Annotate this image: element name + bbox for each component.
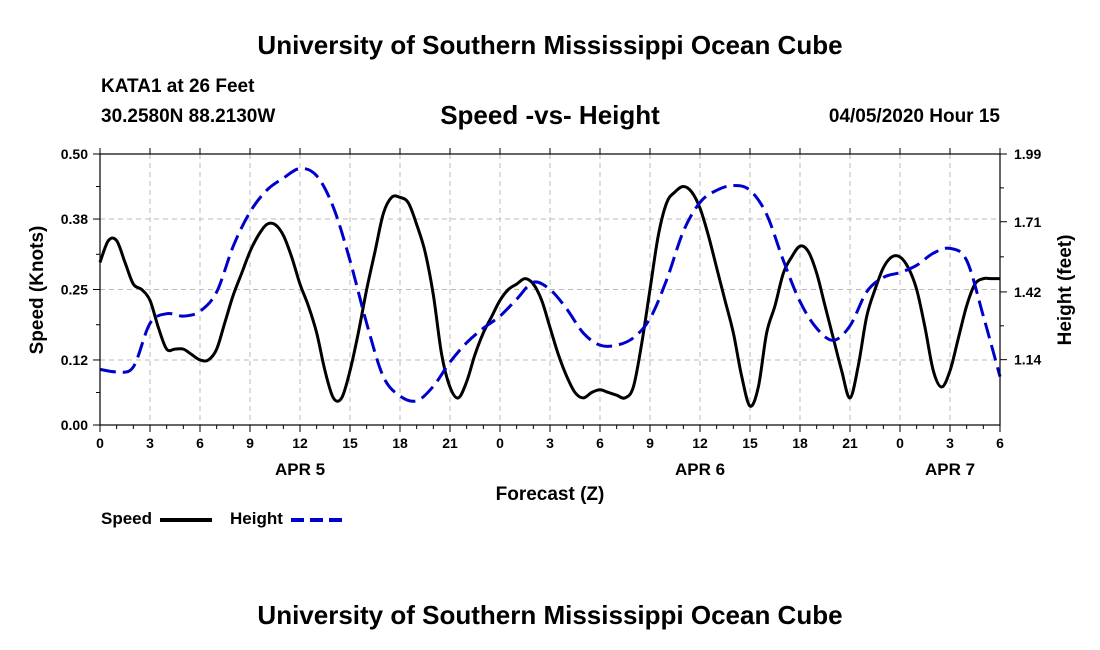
x-tick-label: 0 [496,435,504,451]
height-series-line [99,166,1002,403]
x-tick-label: 0 [896,435,904,451]
series-layer [98,166,1002,408]
x-tick-label: 6 [596,435,604,451]
footer-title: University of Southern Mississippi Ocean… [257,600,843,630]
x-tick-label: 12 [692,435,708,451]
y-tick-label: 0.00 [61,417,88,433]
x-tick-label: 15 [342,435,358,451]
x-tick-label: 18 [792,435,808,451]
y-tick-label: 0.38 [61,211,88,227]
y-axis-label: Speed (Knots) [27,226,48,355]
x-tick-label: 3 [146,435,154,451]
x-tick-label: 21 [442,435,458,451]
station-label: KATA1 at 26 Feet [101,76,255,97]
y2-tick-label: 1.71 [1014,214,1041,230]
x-tick-label: 9 [246,435,254,451]
x-tick-label: 9 [646,435,654,451]
y2-tick-label: 1.99 [1014,146,1041,162]
y-tick-label: 0.50 [61,146,88,162]
chart-subtitle: Speed -vs- Height [440,100,660,130]
day-label: APR 5 [275,460,325,479]
speed-series-line [98,185,1000,408]
x-tick-label: 0 [96,435,104,451]
x-tick-label: 6 [996,435,1004,451]
y2-axis-label: Height (feet) [1055,235,1076,346]
y-tick-label: 0.25 [61,282,88,298]
legend-height-label: Height [230,509,283,528]
legend-speed-label: Speed [101,509,153,528]
datetime-label: 04/05/2020 Hour 15 [828,106,1000,127]
y-tick-label: 0.12 [61,352,88,368]
axis-layer: 0 3 6 9 12 15 18 21 0 3 6 9 12 15 18 21 0 3 6 0.00 0.12 0.25 0… [61,146,1042,479]
x-tick-label: 18 [392,435,408,451]
coordinates-label: 30.2580N 88.2130W [101,106,276,127]
y2-tick-label: 1.42 [1014,284,1041,300]
x-tick-label: 15 [742,435,758,451]
x-tick-label: 12 [292,435,308,451]
day-label: APR 6 [675,460,725,479]
x-axis-label: Forecast (Z) [496,484,605,505]
page-title: University of Southern Mississippi Ocean… [257,30,843,60]
day-label: APR 7 [925,460,975,479]
y2-tick-label: 1.14 [1014,352,1041,368]
x-tick-label: 3 [946,435,954,451]
x-tick-label: 6 [196,435,204,451]
x-tick-label: 21 [842,435,858,451]
grid-layer [100,154,1000,425]
x-tick-label: 3 [546,435,554,451]
